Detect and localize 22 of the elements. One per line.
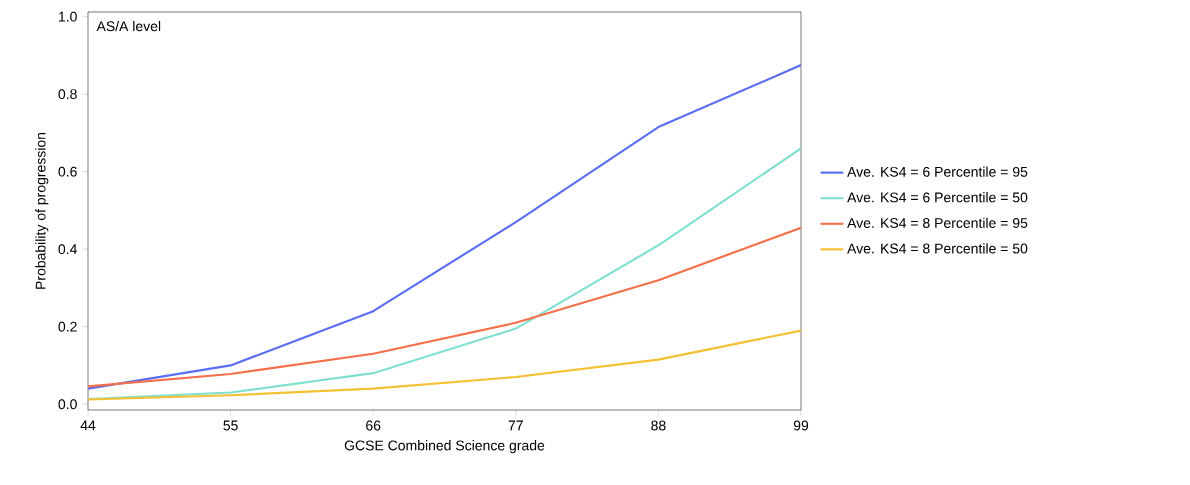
y-tick-label: 1.0 bbox=[58, 11, 77, 22]
y-axis-title: Probability of progression bbox=[35, 132, 49, 289]
x-axis-title: GCSE Combined Science grade bbox=[344, 440, 545, 454]
annotation: AS/A level bbox=[96, 20, 161, 32]
y-tick-label: 0.4 bbox=[58, 244, 77, 255]
line-series bbox=[88, 64, 801, 390]
y-tick-label: 0.0 bbox=[58, 399, 77, 410]
x-tick-label: 99 bbox=[793, 420, 809, 431]
y-tick-label: 0.2 bbox=[58, 321, 77, 332]
x-tick-label: 66 bbox=[366, 420, 381, 431]
legend-label: Ave. KS4 = 8 Percentile = 95 bbox=[847, 217, 1028, 228]
x-tick-label: 77 bbox=[508, 420, 523, 431]
legend-label: Ave. KS4 = 6 Percentile = 95 bbox=[847, 166, 1028, 177]
x-tick-label: 88 bbox=[651, 420, 666, 431]
x-tick-label: 44 bbox=[80, 420, 96, 431]
x-tick-label: 55 bbox=[223, 420, 238, 431]
y-tick-label: 0.6 bbox=[58, 166, 77, 177]
y-tick-label: 0.8 bbox=[58, 89, 77, 100]
line-series bbox=[88, 226, 801, 388]
line-series bbox=[88, 329, 801, 401]
legend-label: Ave. KS4 = 8 Percentile = 50 bbox=[847, 243, 1028, 254]
legend-label: Ave. KS4 = 6 Percentile = 50 bbox=[847, 192, 1028, 203]
